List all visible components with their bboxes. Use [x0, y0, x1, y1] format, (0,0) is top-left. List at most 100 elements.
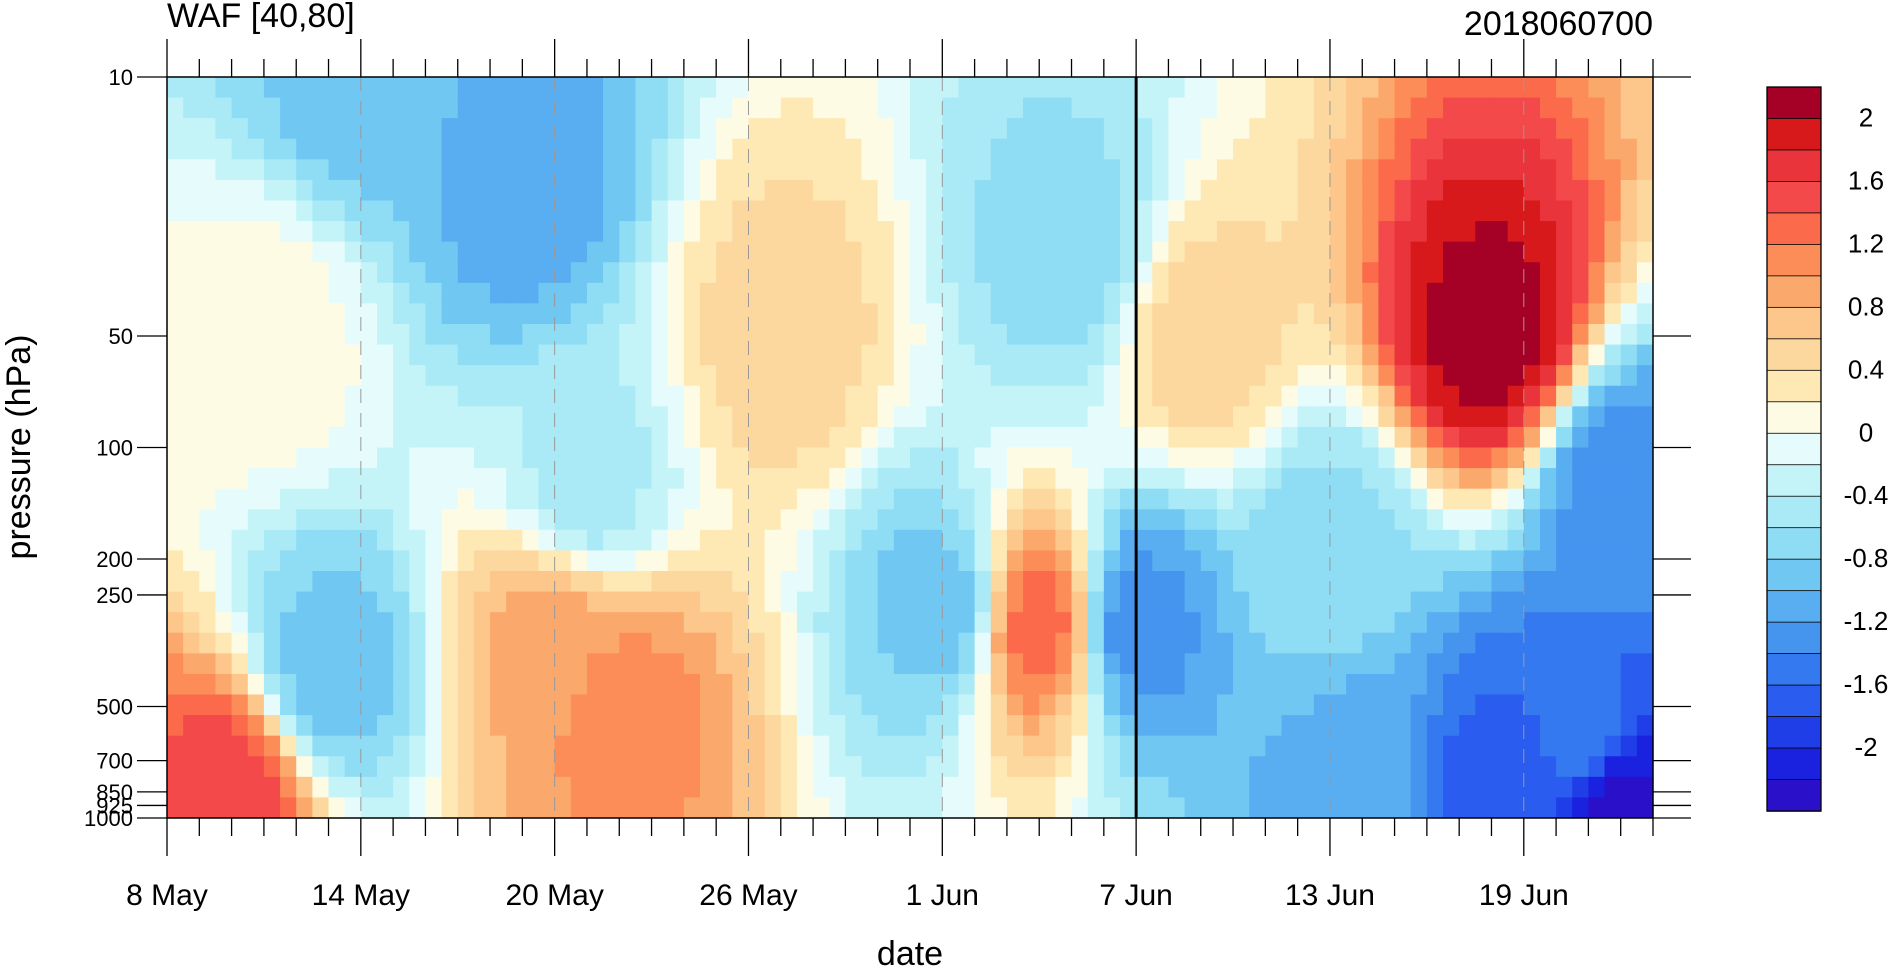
contour-cell	[1168, 262, 1186, 284]
contour-cell	[586, 571, 604, 593]
contour-cell	[877, 612, 895, 634]
contour-cell	[328, 241, 346, 263]
contour-cell	[1604, 385, 1622, 407]
contour-cell	[700, 385, 717, 407]
contour-cell	[586, 488, 604, 510]
contour-cell	[1200, 673, 1218, 696]
contour-cell	[247, 221, 265, 243]
contour-cell	[1249, 776, 1266, 799]
contour-cell	[1378, 776, 1396, 799]
contour-cell	[1200, 221, 1218, 243]
contour-cell	[231, 262, 249, 284]
contour-cell	[1362, 447, 1380, 469]
contour-cell	[1184, 221, 1202, 243]
contour-cell	[199, 694, 217, 716]
contour-cell	[1475, 776, 1493, 799]
contour-cell	[716, 406, 733, 428]
contour-cell	[813, 241, 830, 263]
contour-cell	[683, 262, 701, 284]
contour-cell	[716, 468, 733, 490]
contour-cell	[1378, 509, 1396, 531]
contour-cell	[280, 447, 297, 469]
contour-cell	[845, 282, 863, 305]
contour-cell	[328, 282, 346, 305]
contour-cell	[1281, 735, 1299, 757]
contour-cell	[1475, 612, 1493, 634]
contour-cell	[700, 406, 717, 428]
contour-cell	[1523, 550, 1541, 572]
contour-cell	[942, 468, 960, 490]
contour-cell	[199, 344, 217, 366]
contour-cell	[651, 653, 669, 675]
contour-cell	[570, 138, 588, 160]
contour-cell	[376, 241, 394, 263]
contour-cell	[893, 118, 911, 140]
contour-cell	[893, 653, 911, 675]
contour-cell	[1507, 324, 1525, 346]
contour-cell	[1119, 159, 1137, 181]
contour-cell	[231, 385, 249, 407]
contour-cell	[1475, 365, 1493, 387]
contour-cell	[748, 282, 766, 305]
contour-cell	[861, 797, 879, 818]
contour-cell	[328, 426, 346, 449]
contour-cell	[958, 159, 976, 181]
contour-cell	[716, 591, 733, 613]
contour-cell	[1329, 673, 1347, 696]
contour-cell	[360, 550, 378, 572]
contour-cell	[1136, 591, 1153, 613]
contour-cell	[1152, 591, 1170, 613]
contour-cell	[1329, 776, 1347, 799]
contour-cell	[1394, 179, 1412, 202]
contour-cell	[328, 612, 346, 634]
contour-cell	[619, 571, 637, 593]
contour-cell	[1588, 179, 1606, 202]
contour-cell	[1426, 385, 1444, 407]
contour-cell	[570, 632, 588, 654]
contour-cell	[1136, 488, 1153, 510]
contour-cell	[1168, 673, 1186, 696]
contour-cell	[845, 200, 863, 222]
contour-cell	[457, 406, 475, 428]
contour-cell	[1362, 221, 1380, 243]
contour-cell	[1006, 179, 1024, 202]
contour-cell	[586, 468, 604, 490]
contour-cell	[990, 77, 1008, 99]
contour-cell	[700, 468, 717, 490]
contour-cell	[1184, 138, 1202, 160]
contour-cell	[1006, 385, 1024, 407]
contour-cell	[1103, 324, 1121, 346]
contour-cell	[360, 694, 378, 716]
contour-cell	[974, 221, 992, 243]
contour-cell	[958, 426, 976, 449]
contour-cell	[457, 241, 475, 263]
contour-cell	[1539, 632, 1557, 654]
contour-cell	[1249, 179, 1266, 202]
contour-cell	[1539, 653, 1557, 675]
contour-cell	[716, 653, 733, 675]
contour-cell	[1523, 529, 1541, 552]
contour-cell	[1200, 529, 1218, 552]
contour-cell	[554, 324, 572, 346]
contour-cell	[1426, 159, 1444, 181]
contour-cell	[974, 571, 992, 593]
contour-cell	[764, 715, 782, 737]
contour-cell	[1136, 97, 1153, 119]
contour-cell	[1168, 282, 1186, 305]
colorbar-swatch	[1766, 590, 1822, 623]
contour-cell	[1572, 529, 1589, 552]
contour-cell	[360, 797, 378, 818]
contour-cell	[1023, 118, 1040, 140]
contour-cell	[167, 509, 184, 531]
contour-cell	[554, 653, 572, 675]
contour-cell	[441, 529, 459, 552]
contour-cell	[441, 365, 459, 387]
contour-cell	[1491, 694, 1509, 716]
contour-cell	[1087, 509, 1105, 531]
contour-cell	[1200, 303, 1218, 325]
contour-cell	[1184, 776, 1202, 799]
contour-cell	[1297, 612, 1315, 634]
contour-cell	[1297, 200, 1315, 222]
contour-cell	[958, 653, 976, 675]
contour-cell	[1119, 529, 1137, 552]
